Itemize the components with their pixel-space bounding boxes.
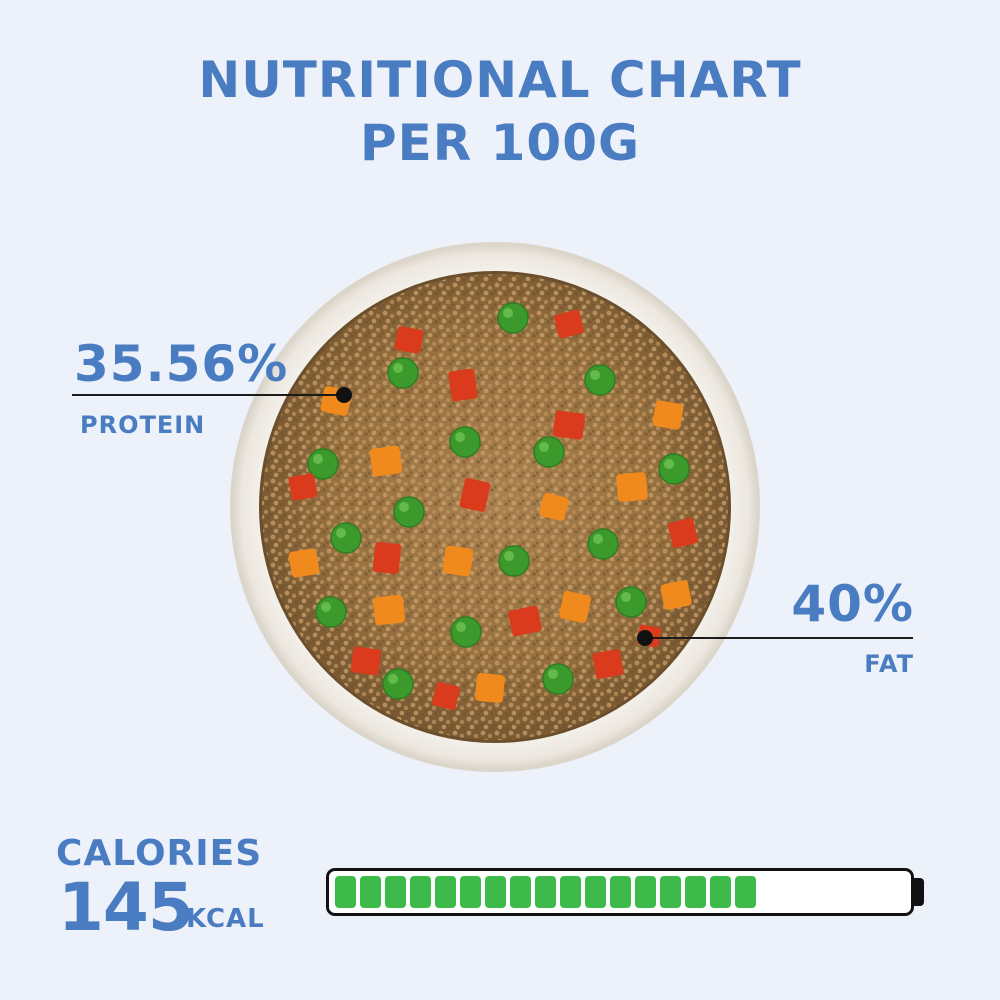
chart-title-line-2: PER 100G (359, 114, 641, 172)
battery-cell (585, 876, 606, 908)
calories-unit: KCAL (186, 904, 265, 934)
battery-cell (610, 876, 631, 908)
battery-cell (535, 876, 556, 908)
battery-tip (914, 878, 924, 906)
battery-cell (435, 876, 456, 908)
protein-percentage: 35.56% (74, 335, 289, 393)
battery-fill (335, 876, 756, 908)
fat-leader-line (645, 637, 913, 639)
protein-label: PROTEIN (80, 411, 206, 439)
battery-cell (460, 876, 481, 908)
battery-cell (335, 876, 356, 908)
chart-title-line-1: NUTRITIONAL CHART (198, 51, 802, 109)
battery-cell (410, 876, 431, 908)
battery-cell (660, 876, 681, 908)
battery-cell (485, 876, 506, 908)
bowl-of-food-image (228, 240, 763, 775)
battery-cell (510, 876, 531, 908)
protein-leader-line (72, 394, 344, 396)
battery-cell (560, 876, 581, 908)
battery-cell (635, 876, 656, 908)
fat-label: FAT (864, 650, 914, 678)
fat-percentage: 40% (791, 575, 914, 633)
battery-cell (385, 876, 406, 908)
battery-cell (710, 876, 731, 908)
battery-cell (735, 876, 756, 908)
battery-cell (685, 876, 706, 908)
calories-value: 145 (58, 869, 194, 946)
protein-pointer-dot (336, 387, 352, 403)
calories-label: CALORIES (56, 833, 263, 874)
battery-cell (360, 876, 381, 908)
fat-pointer-dot (637, 630, 653, 646)
calories-battery-bar (326, 868, 914, 916)
